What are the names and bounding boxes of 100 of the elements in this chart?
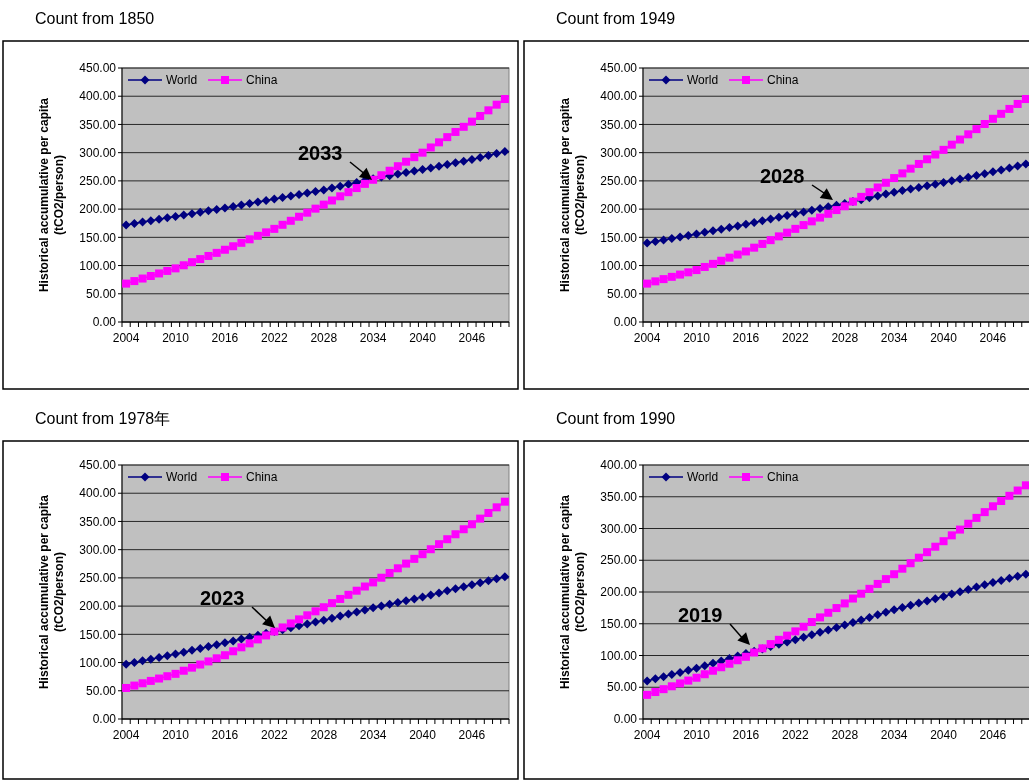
- point: [956, 135, 965, 144]
- point: [651, 688, 660, 697]
- point: [245, 198, 255, 208]
- x-tick-label: 2040: [409, 331, 437, 345]
- x-tick-label: 2046: [458, 728, 486, 742]
- annotation: 2028: [760, 165, 805, 187]
- point: [195, 643, 205, 653]
- point: [146, 676, 155, 685]
- point: [187, 645, 197, 655]
- point: [286, 619, 295, 628]
- point: [799, 622, 808, 631]
- point: [195, 207, 205, 217]
- point: [336, 192, 345, 201]
- point: [857, 589, 866, 598]
- point: [319, 185, 329, 195]
- point: [344, 188, 353, 197]
- point: [475, 152, 485, 162]
- x-tick-label: 2022: [781, 331, 809, 345]
- y-tick-label: 350.00: [79, 117, 117, 132]
- point: [724, 223, 734, 233]
- point: [963, 172, 973, 182]
- point: [450, 584, 460, 594]
- y-tick-label: 150.00: [79, 230, 117, 245]
- point: [700, 670, 709, 679]
- y-tick-label: 0.00: [92, 315, 117, 330]
- point: [1013, 161, 1023, 171]
- chart-title: Count from 1978年: [35, 410, 171, 427]
- point: [146, 272, 155, 280]
- point: [138, 217, 148, 227]
- point: [750, 243, 759, 252]
- point: [939, 178, 949, 188]
- x-tick-label: 2016: [211, 728, 239, 742]
- point: [360, 605, 370, 615]
- point: [708, 666, 717, 675]
- y-tick-label: 200.00: [600, 202, 638, 217]
- point: [947, 176, 957, 186]
- point: [385, 166, 394, 175]
- point: [700, 262, 709, 271]
- point: [377, 573, 386, 582]
- point: [906, 184, 916, 194]
- x-tick-label: 2010: [162, 331, 190, 345]
- point: [857, 192, 866, 201]
- point: [426, 143, 435, 152]
- y-axis-title: Historical accumulative per capita (tCO2/person): [37, 97, 66, 293]
- point: [426, 545, 435, 554]
- x-tick-label: 2016: [732, 331, 760, 345]
- point: [179, 647, 189, 657]
- point: [393, 597, 403, 607]
- point: [791, 224, 800, 233]
- point: [741, 219, 751, 229]
- y-axis-title: Historical accumulative per capita (tCO2/person): [558, 494, 587, 690]
- point: [947, 589, 957, 599]
- point: [220, 638, 230, 648]
- point: [500, 497, 509, 506]
- point: [676, 679, 685, 688]
- point: [352, 184, 361, 193]
- legend-label: World: [687, 73, 719, 88]
- point: [906, 600, 916, 610]
- point: [708, 259, 717, 268]
- point: [187, 209, 197, 219]
- point: [675, 667, 685, 677]
- point: [492, 100, 501, 109]
- point: [146, 654, 156, 664]
- point: [443, 133, 452, 142]
- point: [1004, 573, 1014, 583]
- point: [435, 138, 444, 147]
- y-tick-label: 200.00: [79, 202, 117, 217]
- point: [122, 683, 131, 692]
- point: [262, 228, 271, 237]
- point: [650, 674, 660, 684]
- point: [409, 166, 419, 176]
- point: [220, 651, 229, 660]
- point: [401, 168, 411, 178]
- point: [897, 603, 907, 613]
- y-tick-label: 400.00: [79, 486, 117, 501]
- point: [138, 274, 147, 283]
- point: [179, 261, 188, 270]
- x-tick-label: 2022: [260, 728, 288, 742]
- point: [228, 201, 238, 211]
- point: [434, 588, 444, 598]
- y-tick-label: 300.00: [600, 521, 638, 536]
- point: [783, 631, 792, 640]
- point: [344, 590, 353, 599]
- point: [717, 663, 726, 672]
- point: [129, 658, 139, 668]
- point: [212, 640, 222, 650]
- x-tick-label: 2034: [880, 728, 908, 742]
- point: [667, 233, 677, 243]
- point: [434, 161, 444, 171]
- x-tick-label: 2040: [930, 728, 958, 742]
- point: [294, 189, 304, 199]
- point: [947, 140, 956, 149]
- point: [1013, 99, 1022, 108]
- point: [204, 251, 213, 260]
- point: [459, 525, 468, 534]
- x-tick-label: 2040: [409, 728, 437, 742]
- point: [237, 643, 246, 652]
- point: [865, 188, 874, 197]
- point: [791, 627, 800, 636]
- point: [947, 531, 956, 540]
